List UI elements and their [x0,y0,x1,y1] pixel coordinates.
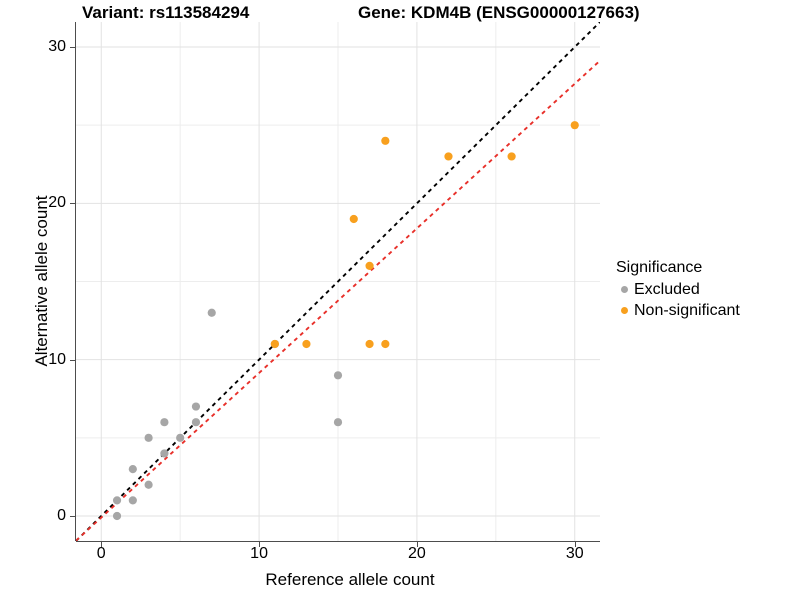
legend-item-excluded: Excluded [616,279,740,300]
y-tick-label: 30 [48,38,66,55]
data-points [112,121,579,521]
data-point [207,308,216,317]
x-tick-mark [574,542,576,547]
data-point [349,214,358,224]
data-point [144,480,153,489]
data-point [507,152,516,161]
data-point [160,449,169,458]
variant-title: Variant: rs113584294 [82,3,250,22]
data-point [191,418,201,427]
data-point [381,136,390,145]
plot-panel [76,22,600,541]
legend-key-swatch [616,307,633,314]
data-point [570,121,579,130]
x-tick-label: 30 [565,545,584,562]
data-point [112,511,122,521]
x-tick-label: 0 [96,545,106,562]
data-point [333,371,343,380]
y-axis-title: Alternative allele count [32,195,51,367]
data-point [270,339,279,349]
data-point [191,402,201,411]
x-axis-line [76,541,600,542]
legend-key-swatch [616,286,633,293]
y-tick-mark [70,47,75,48]
x-tick-mark [101,542,103,547]
legend: Significance Excluded Non-significant [616,259,740,321]
data-point [144,433,153,442]
gene-title: Gene: KDM4B (ENSG00000127663) [358,3,640,22]
y-axis-line [75,22,76,541]
legend-label: Excluded [634,280,700,298]
data-point [444,152,453,161]
legend-dot-icon [621,307,628,314]
data-point [333,418,343,427]
data-point [365,261,374,270]
y-tick-mark [70,203,75,205]
x-tick-label: 20 [408,545,426,562]
legend-item-non-significant: Non-significant [616,300,740,321]
x-axis-title: Reference allele count [265,570,435,589]
y-tick-label: 10 [48,350,66,368]
reference-line-fitted [76,59,600,541]
y-tick-label: 20 [48,194,66,212]
legend-title: Significance [616,259,703,276]
legend-entries: Excluded Non-significant [616,279,740,321]
data-point [381,339,390,349]
data-point [176,433,185,442]
x-tick-label: 10 [250,545,268,562]
y-tick-label: 0 [57,506,66,524]
data-point [160,418,169,427]
y-tick-mark [70,515,75,517]
data-point [302,339,311,349]
data-point [112,496,122,505]
data-point [365,339,374,349]
y-tick-mark [70,359,75,361]
legend-dot-icon [621,286,628,293]
plot-svg [76,22,600,541]
data-point [128,496,137,505]
legend-label: Non-significant [634,301,740,319]
data-point [128,464,137,474]
x-tick-mark [416,542,418,547]
x-tick-mark [259,542,261,547]
